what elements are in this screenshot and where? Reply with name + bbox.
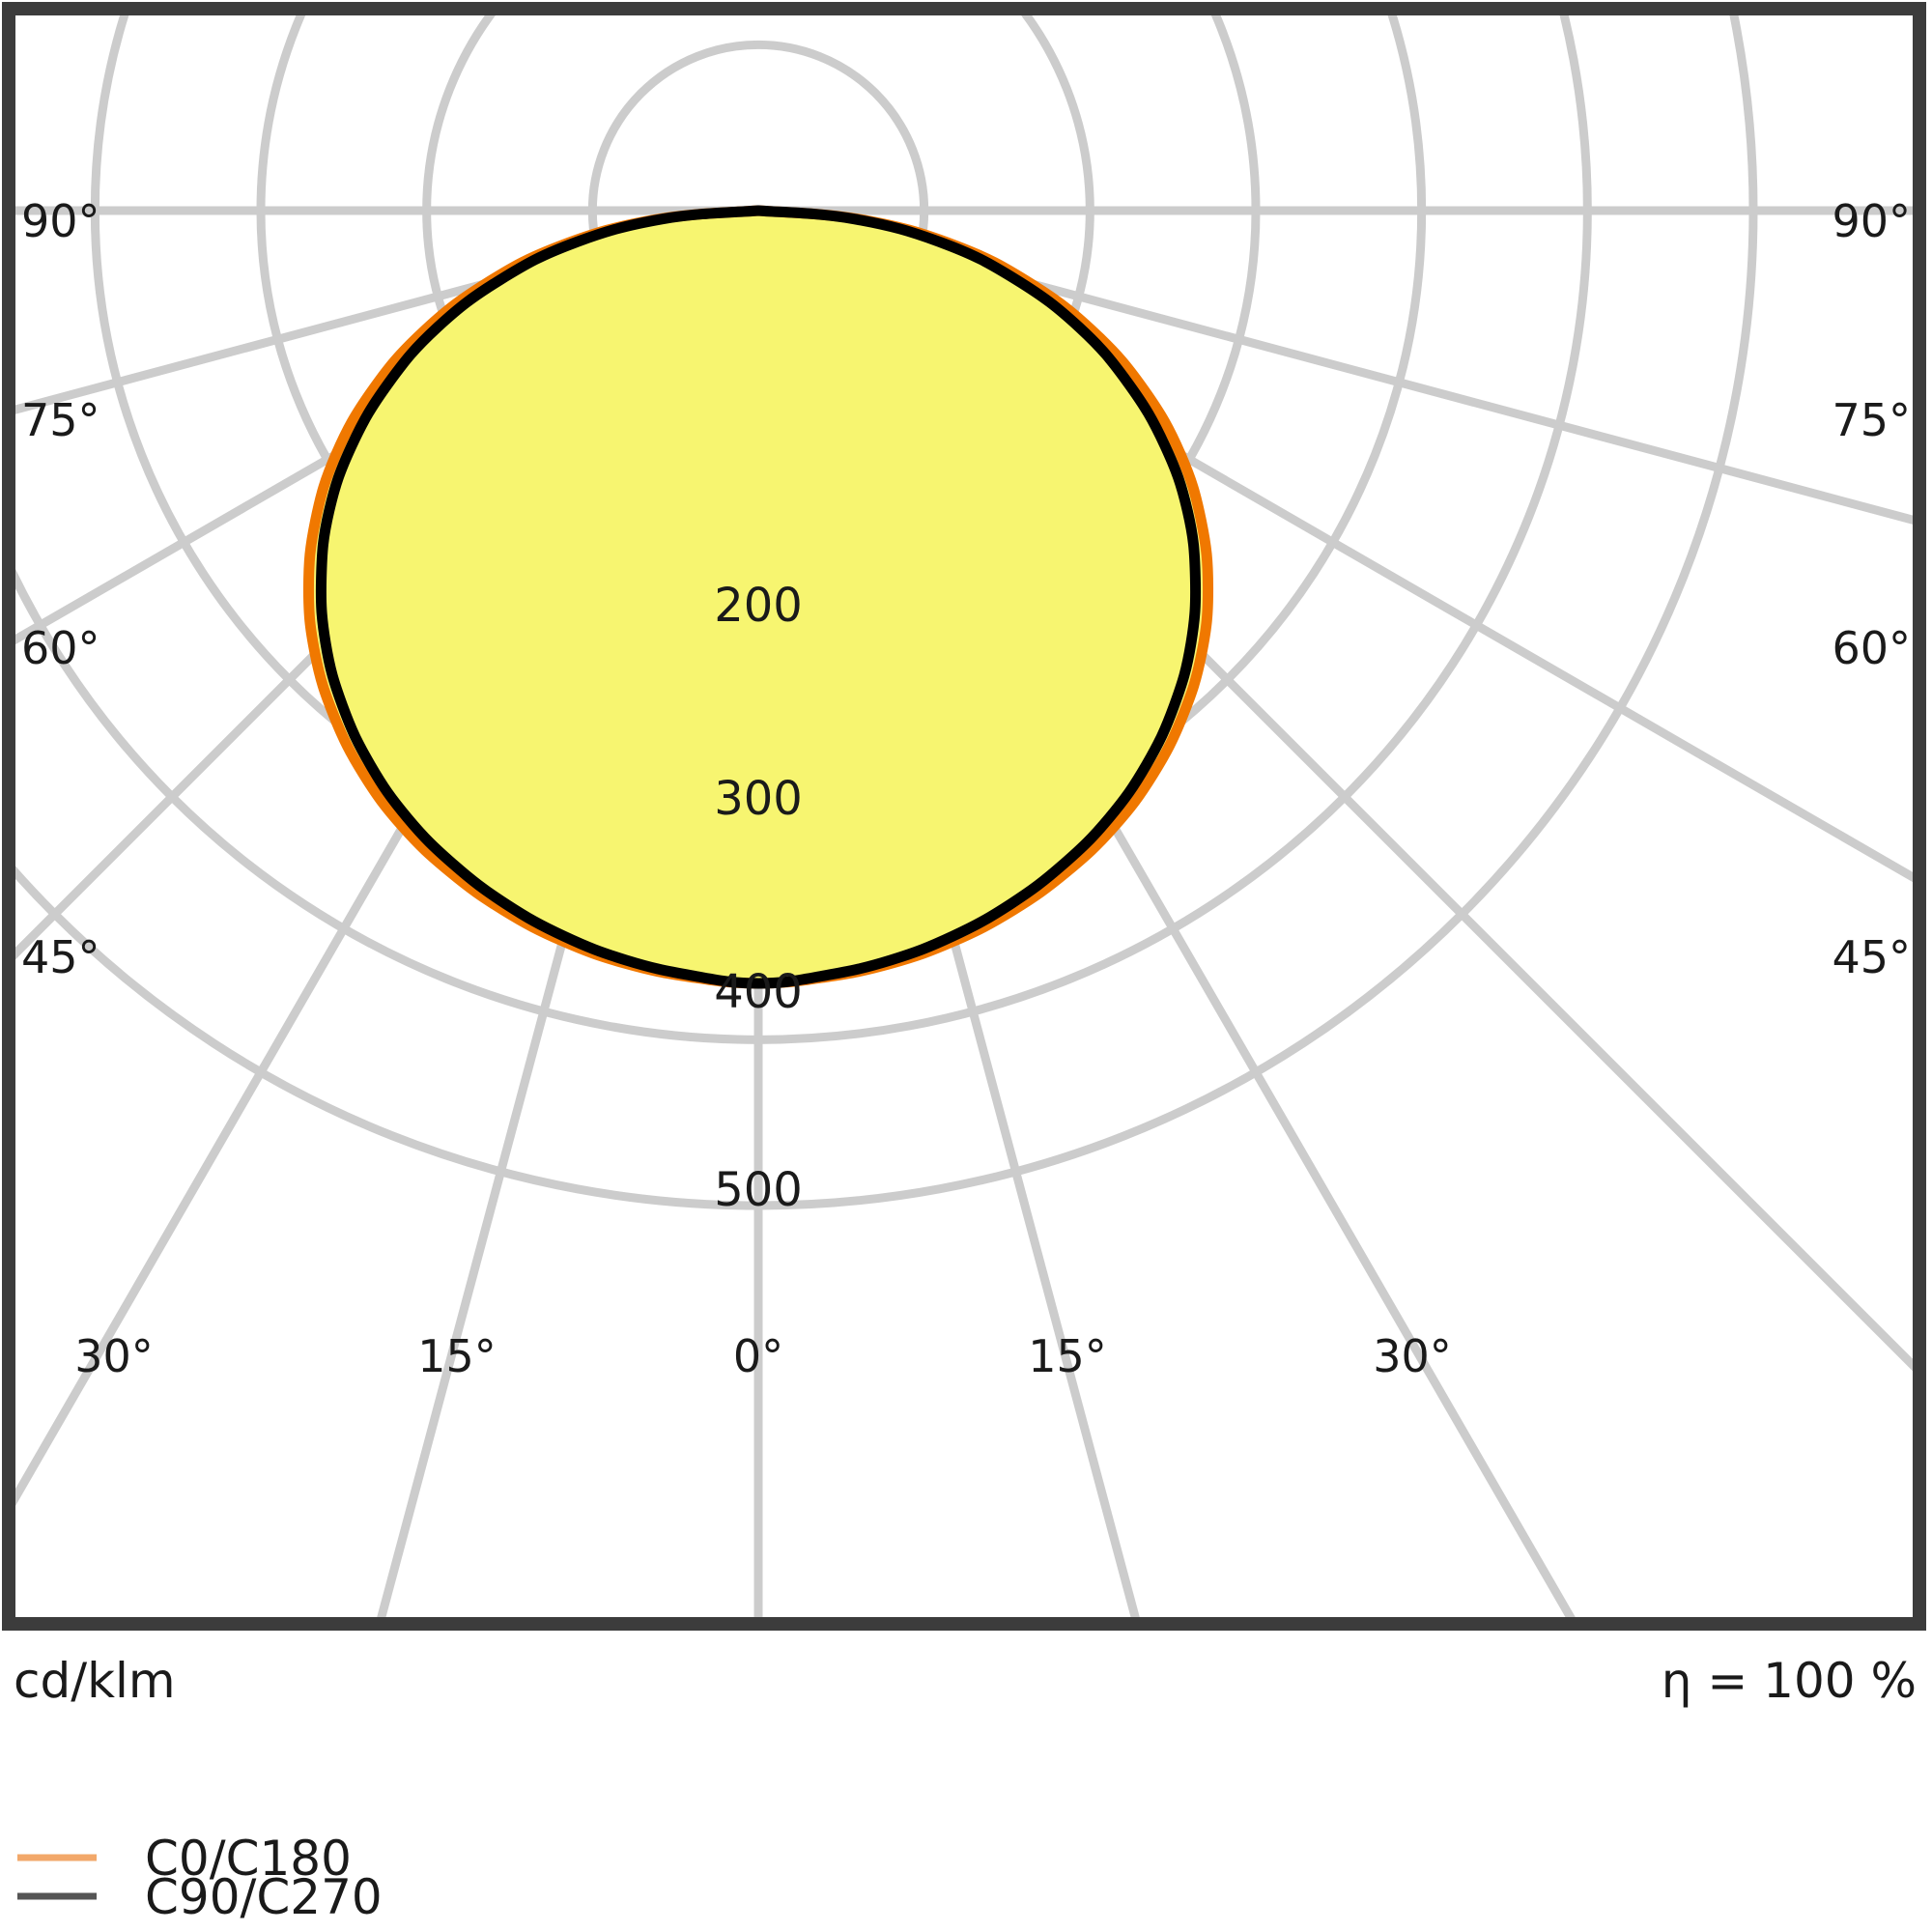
angle-label-bottom-0: 0° [733,1330,783,1382]
bottom-angle-labels: 30° 15° 0° 15° 30° [74,1330,1452,1382]
radial-label-300: 300 [714,772,803,826]
radial-label-200: 200 [714,579,803,633]
angle-label-bottom-30-left: 30° [74,1330,154,1382]
frame-border [2,2,1926,1631]
angle-label-bottom-15-right: 15° [1028,1330,1107,1382]
grid-spoke-75 [753,206,1913,525]
distribution-curves [302,205,1214,989]
angle-label-left-75: 75° [21,394,100,446]
distribution-fill [308,211,1208,983]
angle-label-bottom-30-right: 30° [1373,1330,1452,1382]
angle-label-right-60: 60° [1832,622,1911,674]
curve-c90-c270 [315,205,1202,989]
legend-label-c0-c180: C0/C180 [145,1831,352,1887]
radial-label-500: 500 [714,1163,803,1217]
footer-row: cd/klm η = 100 % [14,1653,1917,1709]
efficiency-label: η = 100 % [1662,1653,1917,1709]
right-angle-labels: 90° 75° 60° 45° [1832,195,1911,983]
angle-label-left-60: 60° [21,622,100,674]
plot-frame [2,2,1926,1631]
legend-label-c90-c270: C90/C270 [145,1869,383,1925]
angle-label-right-75: 75° [1832,394,1911,446]
unit-label: cd/klm [14,1653,176,1709]
angle-label-right-90: 90° [1832,195,1911,247]
radial-label-400: 400 [714,965,803,1019]
left-angle-labels: 90° 75° 60° 45° [21,195,100,983]
legend: C0/C180 C90/C270 [17,1831,383,1925]
angle-label-right-45: 45° [1832,931,1911,983]
grid-spoke--75 [15,206,763,414]
radial-value-labels: 200 300 400 500 [714,579,803,1217]
angle-label-left-90: 90° [21,195,100,247]
distribution-area-fill [308,211,1208,983]
angle-label-bottom-15-left: 15° [417,1330,497,1382]
angle-label-left-45: 45° [21,931,100,983]
